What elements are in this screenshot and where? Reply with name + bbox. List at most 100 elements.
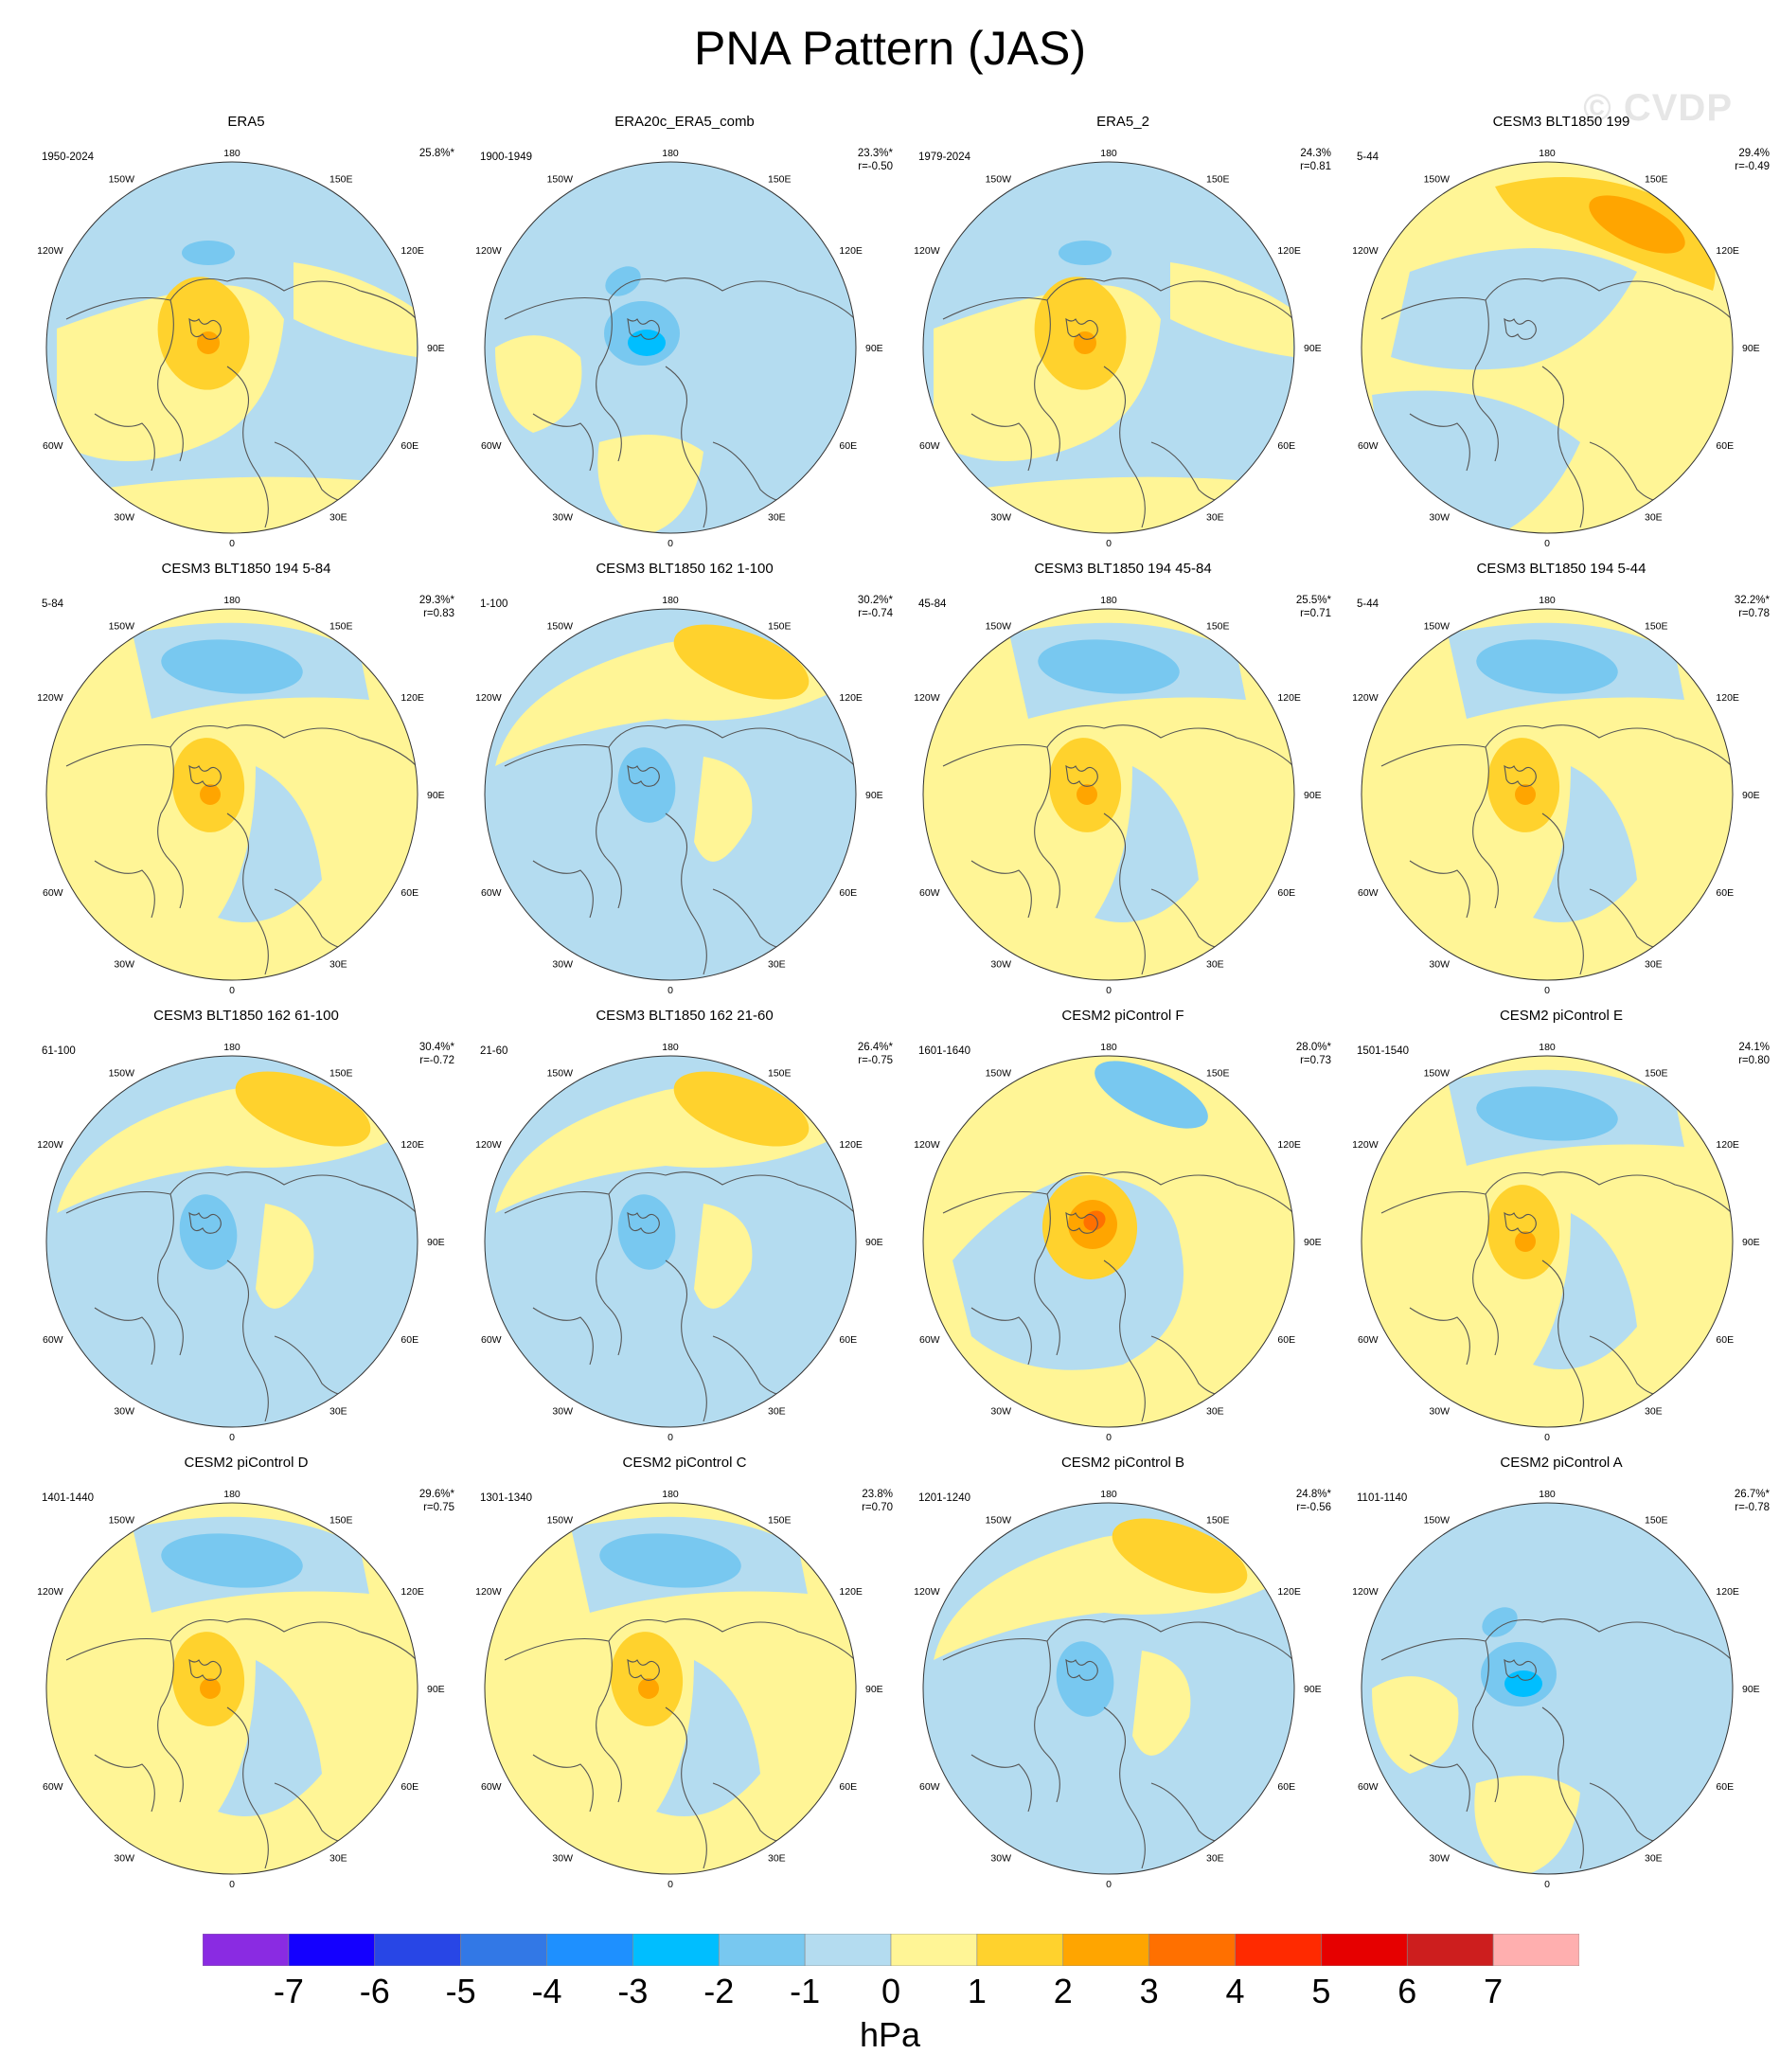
longitude-label: 150E <box>1645 1068 1668 1080</box>
longitude-label: 90E <box>1304 343 1322 354</box>
longitude-label: 150W <box>547 1068 574 1080</box>
panel-percent-variance: 26.7%* <box>1734 1489 1770 1500</box>
panel-percent-variance: 26.4%* <box>857 1042 893 1053</box>
panel-years: 1501-1540 <box>1357 1045 1409 1057</box>
longitude-label: 120W <box>38 245 63 257</box>
longitude-label: 30E <box>329 958 347 970</box>
longitude-label: 0 <box>1106 1879 1112 1890</box>
longitude-label: 60E <box>1716 1781 1734 1793</box>
panel-correlation: r=0.75 <box>423 1502 454 1513</box>
longitude-label: 60E <box>400 1334 418 1346</box>
map-panel: CESM3 BLT1850 194 45-84 45-84 25.5%* r=0.71… <box>915 561 1360 1010</box>
panel-title: CESM3 BLT1850 194 45-84 <box>1034 561 1212 577</box>
panel-title: CESM2 piControl F <box>1061 1008 1184 1024</box>
colorbar-tick-label: 2 <box>1053 1972 1073 2010</box>
longitude-label: 30E <box>768 1852 786 1864</box>
longitude-label: 30W <box>114 958 134 970</box>
longitude-label: 60W <box>43 1781 63 1793</box>
panel-title: CESM3 BLT1850 162 1-100 <box>596 561 774 577</box>
longitude-label: 120E <box>839 692 863 704</box>
polar-map: 180150E120E90E60E30E030W60W90W120W150W <box>1353 148 1760 549</box>
panel-title: CESM3 BLT1850 194 5-44 <box>1476 561 1646 577</box>
longitude-label: 120W <box>476 1586 502 1598</box>
longitude-label: 150E <box>768 1068 792 1080</box>
panel-title: CESM2 piControl C <box>622 1455 747 1471</box>
longitude-label: 120E <box>400 1586 424 1598</box>
longitude-label: 180 <box>223 1042 240 1053</box>
panel-percent-variance: 32.2%* <box>1734 595 1770 606</box>
longitude-label: 30W <box>114 1852 134 1864</box>
longitude-label: 60E <box>400 887 418 899</box>
panel-title: CESM3 BLT1850 162 61-100 <box>153 1008 339 1024</box>
panel-correlation: r=0.83 <box>423 608 454 619</box>
longitude-label: 120E <box>400 692 424 704</box>
longitude-label: 120W <box>38 1139 63 1151</box>
map-panel: CESM2 piControl F 1601-1640 28.0%* r=0.73 1… <box>915 1008 1360 1457</box>
panel-correlation: r=-0.78 <box>1735 1502 1770 1513</box>
panel-title: CESM3 BLT1850 194 5-84 <box>161 561 331 577</box>
panel-grid: ERA5 1950-2024 25.8%* 180 150E 120E 90E 60E 30E… <box>38 114 1770 1894</box>
polar-map: 180150E120E90E60E30E030W60W90W120W150W <box>38 1489 445 1890</box>
colorbar-tick-label: -6 <box>359 1972 390 2010</box>
longitude-label: 90E <box>427 1684 445 1695</box>
panel-title: ERA5 <box>227 114 265 130</box>
longitude-label: 60E <box>1716 887 1734 899</box>
longitude-label: 180 <box>223 595 240 606</box>
panel-years: 45-84 <box>918 598 947 610</box>
colorbar-tick-label: 7 <box>1484 1972 1504 2010</box>
panel-title: ERA5_2 <box>1096 114 1149 130</box>
colorbar-swatch <box>546 1934 633 1966</box>
panel-years: 21-60 <box>480 1045 508 1057</box>
longitude-label: 30W <box>552 958 573 970</box>
panel-years: 1301-1340 <box>480 1492 532 1504</box>
colorbar-tick-label: -5 <box>445 1972 476 2010</box>
polar-map: 180150E120E90E60E30E030W60W90W120W150W <box>1353 595 1760 996</box>
colorbar-tick-label: -3 <box>617 1972 649 2010</box>
colorbar-swatch <box>203 1934 290 1966</box>
polar-map: 180150E120E90E60E30E030W60W90W120W150W <box>476 595 883 996</box>
map-panel: CESM2 piControl A 1101-1140 26.7%* r=-0.78 … <box>1353 1455 1780 1904</box>
longitude-label: 90E <box>1304 1237 1322 1248</box>
panel-correlation: r=-0.72 <box>419 1055 454 1066</box>
polar-map: 180150E120E90E60E30E030W60W90W120W150W <box>915 595 1322 996</box>
longitude-label: 90E <box>865 343 883 354</box>
longitude-label: 120W <box>915 1139 940 1151</box>
colorbar-swatch <box>976 1934 1064 1966</box>
longitude-label: 180 <box>1100 1489 1117 1500</box>
map-panel: CESM3 BLT1850 162 61-100 61-100 30.4%* r=-0… <box>38 1008 483 1457</box>
longitude-label: 150W <box>109 174 135 186</box>
longitude-label: 30W <box>1429 1852 1450 1864</box>
longitude-label: 90E <box>427 1237 445 1248</box>
panel-title: CESM2 piControl A <box>1500 1455 1623 1471</box>
longitude-label: 30E <box>768 958 786 970</box>
longitude-label: 150W <box>547 174 574 186</box>
longitude-label: 180 <box>662 595 679 606</box>
longitude-label: 60E <box>839 440 857 452</box>
longitude-label: 150W <box>109 621 135 633</box>
longitude-label: 120E <box>839 1139 863 1151</box>
longitude-label: 180 <box>1539 1489 1556 1500</box>
colorbar-swatch <box>374 1934 461 1966</box>
panel-years: 1101-1140 <box>1357 1492 1408 1504</box>
longitude-label: 180 <box>1539 148 1556 159</box>
map-panel: CESM3 BLT1850 162 1-100 1-100 30.2%* r=-0.7… <box>476 561 921 1010</box>
longitude-label: 30W <box>990 958 1011 970</box>
longitude-label: 60E <box>1277 887 1295 899</box>
longitude-label: 150E <box>329 1515 353 1527</box>
map-panel: CESM2 piControl C 1301-1340 23.8% r=0.70 18… <box>476 1455 921 1904</box>
longitude-label: 0 <box>1544 1879 1550 1890</box>
polar-map: 180150E120E90E60E30E030W60W90W120W150W <box>915 1489 1322 1890</box>
longitude-label: 120W <box>915 692 940 704</box>
longitude-label: 150E <box>768 621 792 633</box>
longitude-label: 60E <box>1277 1334 1295 1346</box>
longitude-label: 150W <box>1424 174 1451 186</box>
longitude-label: 60W <box>481 440 502 452</box>
map-panel: ERA5_2 1979-2024 24.3% r=0.81 180 150E 120E 90… <box>915 114 1360 563</box>
longitude-label: 150E <box>1206 621 1230 633</box>
longitude-label: 120E <box>400 245 424 257</box>
panel-correlation: r=-0.56 <box>1296 1502 1331 1513</box>
longitude-label: 150W <box>109 1068 135 1080</box>
longitude-label: 30E <box>329 1852 347 1864</box>
panel-years: 5-44 <box>1357 598 1380 610</box>
colorbar <box>203 1934 1579 1966</box>
